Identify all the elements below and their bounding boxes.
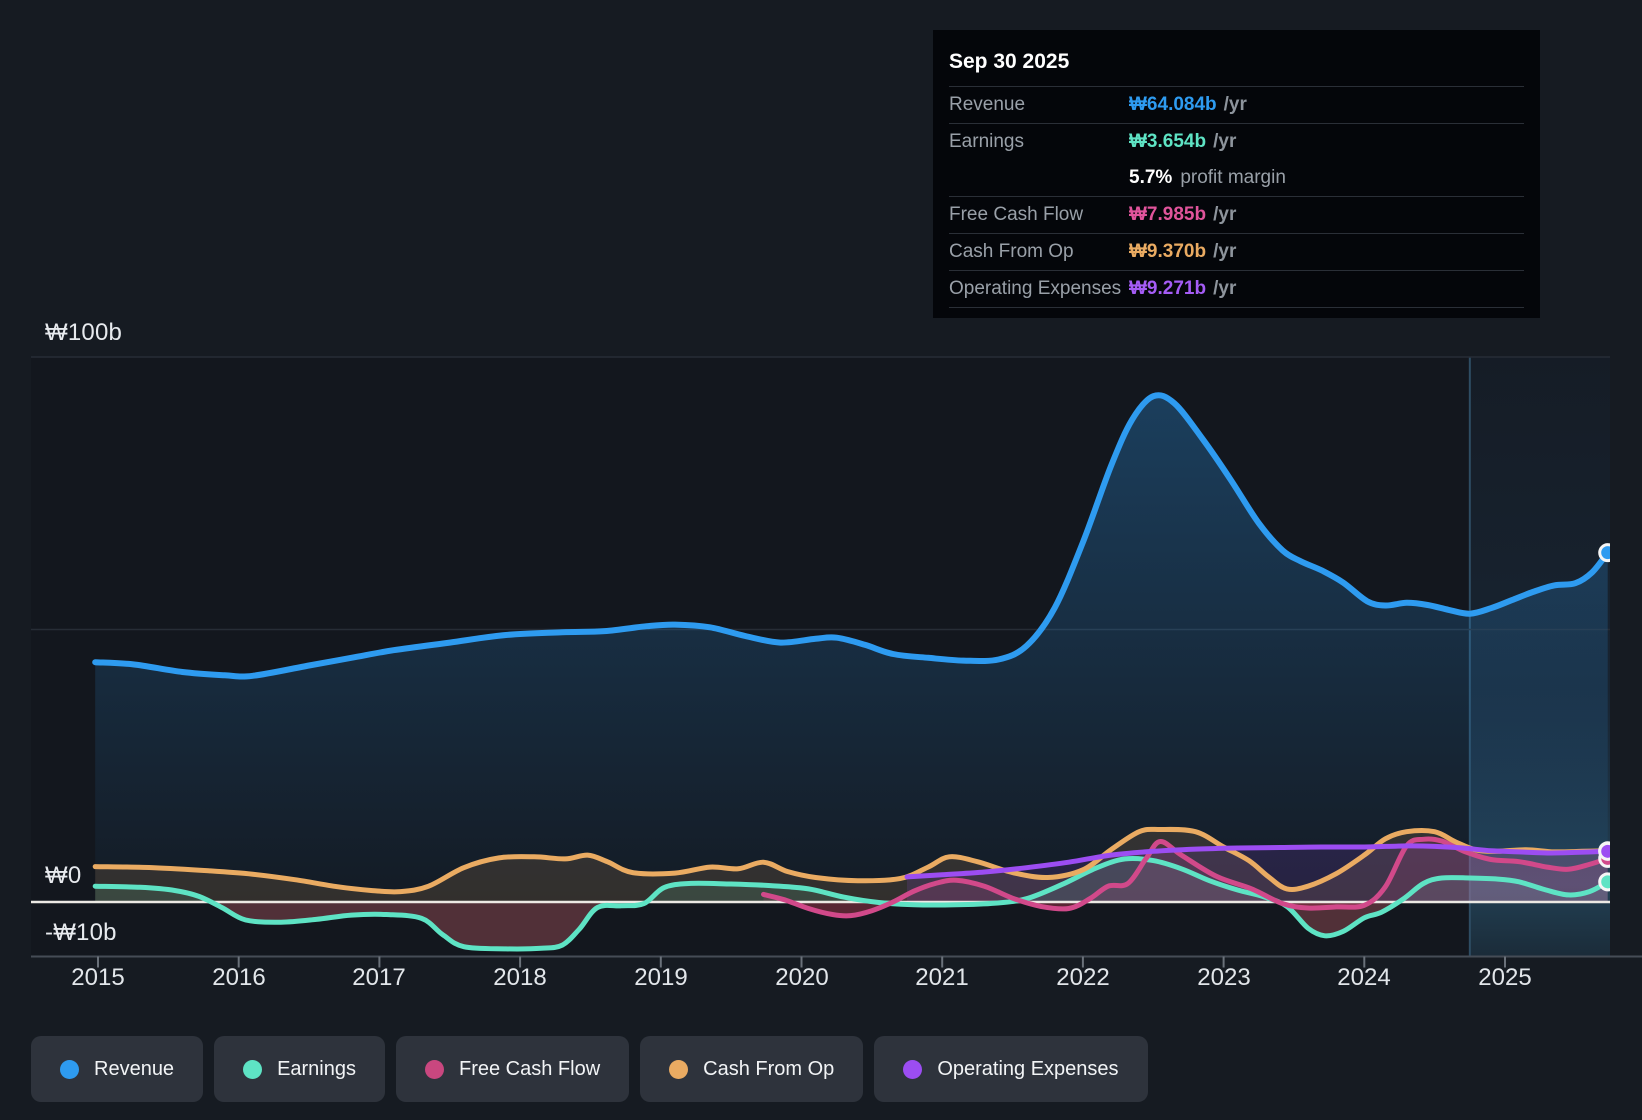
y-axis-label-100b: ₩100b [45,319,123,346]
x-axis-label-2019: 2019 [634,964,688,991]
x-axis-label-2025: 2025 [1478,964,1532,991]
tooltip-value: ₩9.370b [1129,241,1207,262]
legend-label: Operating Expenses [937,1057,1119,1080]
x-axis-label-2023: 2023 [1197,964,1251,991]
tooltip-row-cash-from-op: Cash From Op ₩9.370b /yr [949,234,1524,270]
operating-expenses-area [907,845,1608,902]
legend-item-cash-from-op[interactable]: Cash From Op [640,1036,864,1102]
tooltip-value: ₩3.654b [1129,131,1207,152]
x-axis-label-2015: 2015 [71,964,125,991]
operating-expenses-end-marker[interactable] [1598,841,1616,861]
earnings-end-marker[interactable] [1598,872,1616,892]
tooltip-value: ₩64.084b [1129,94,1217,115]
tooltip-date: Sep 30 2025 [949,50,1070,73]
free-cash-flow-line [761,836,1610,919]
profit-margin-percent: 5.7% [1129,167,1173,188]
tooltip-row-free-cash-flow: Free Cash Flow ₩7.985b /yr [949,197,1524,233]
free-cash-flow-area [763,838,1608,916]
operating-expenses-line [904,843,1610,880]
tooltip-suffix: /yr [1213,131,1237,152]
tooltip-value: ₩7.985b [1129,204,1207,225]
earnings-negative-area [95,901,1608,949]
cash-from-op-dot-icon [669,1059,689,1079]
tooltip-label: Free Cash Flow [949,204,1084,225]
operating-expenses-dot-icon [903,1059,923,1079]
revenue-end-marker[interactable] [1598,543,1616,563]
tooltip-label: Operating Expenses [949,278,1122,299]
legend-item-earnings[interactable]: Earnings [214,1036,385,1102]
profit-margin-note: profit margin [1180,167,1286,188]
legend-label: Free Cash Flow [459,1057,601,1080]
x-axis-label-2017: 2017 [352,964,406,991]
tooltip-row-profit-margin: 5.7% profit margin [949,160,1524,196]
x-axis-label-2020: 2020 [775,964,829,991]
revenue-dot-icon [60,1059,79,1079]
tooltip-suffix: /yr [1223,94,1247,115]
tooltip-suffix: /yr [1213,204,1237,225]
x-axis-label-2018: 2018 [493,964,547,991]
revenue-line [92,392,1610,680]
x-axis-label-2021: 2021 [915,964,969,991]
tooltip-value: ₩9.271b [1129,278,1207,299]
tooltip-row-revenue: Revenue ₩64.084b /yr [949,87,1524,123]
tooltip: Sep 30 2025 Revenue ₩64.084b /yr Earning… [933,30,1540,318]
legend-label: Earnings [277,1057,356,1080]
legend: Revenue Earnings Free Cash Flow Cash Fro… [31,1036,1148,1102]
legend-label: Revenue [94,1057,175,1080]
tooltip-label: Earnings [949,131,1024,152]
tooltip-suffix: /yr [1213,241,1237,262]
legend-item-operating-expenses[interactable]: Operating Expenses [874,1036,1148,1102]
legend-label: Cash From Op [703,1057,835,1080]
tooltip-label: Revenue [949,94,1026,115]
earnings-line [92,855,1610,952]
legend-item-free-cash-flow[interactable]: Free Cash Flow [396,1036,630,1102]
free-cash-flow-dot-icon [425,1059,444,1079]
x-axis-label-2024: 2024 [1337,964,1391,991]
x-axis-label-2016: 2016 [212,964,266,991]
legend-item-revenue[interactable]: Revenue [31,1036,204,1102]
tooltip-label: Cash From Op [949,241,1074,262]
tooltip-row-operating-expenses: Operating Expenses ₩9.271b /yr [949,271,1524,307]
y-axis-label-0: ₩0 [45,862,82,889]
revenue-area [95,395,1608,902]
earnings-dot-icon [243,1059,263,1079]
x-axis-label-2022: 2022 [1056,964,1110,991]
tooltip-row-earnings: Earnings ₩3.654b /yr [949,124,1524,160]
cash-from-op-line [92,826,1610,895]
tooltip-suffix: /yr [1213,278,1237,299]
y-axis-label-neg10b: -₩10b [45,919,117,946]
